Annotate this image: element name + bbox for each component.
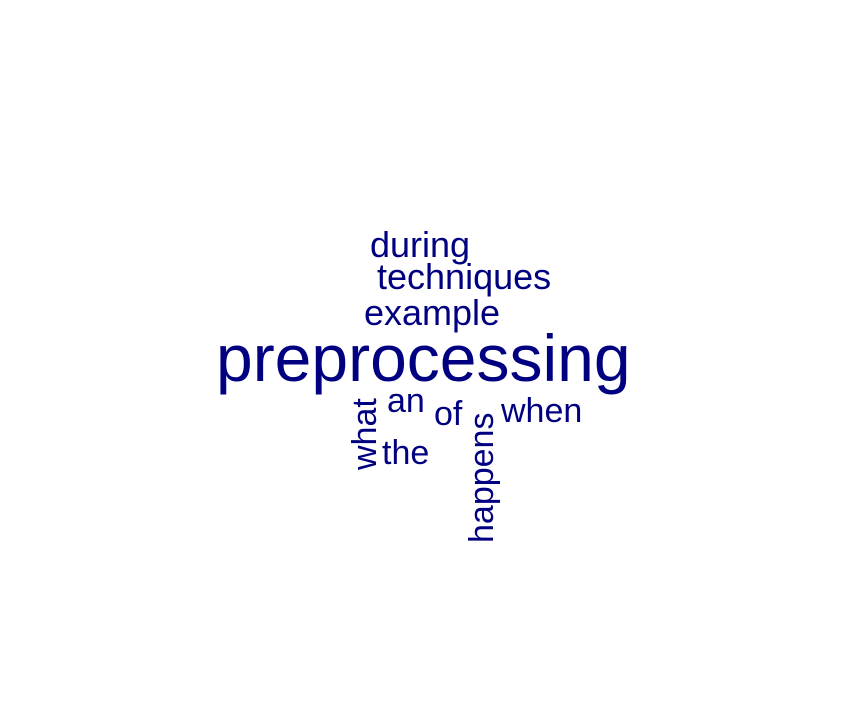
word-during: during [370, 224, 471, 265]
word-techniques: techniques [377, 256, 552, 297]
word-of: of [434, 395, 463, 433]
word-preprocessing: preprocessing [216, 321, 631, 395]
word-the: the [382, 434, 430, 472]
word-what: what [346, 398, 384, 470]
word-example: example [364, 292, 501, 333]
word-happens: happens [463, 412, 501, 543]
word-when: when [501, 392, 583, 430]
word-an: an [387, 382, 425, 420]
